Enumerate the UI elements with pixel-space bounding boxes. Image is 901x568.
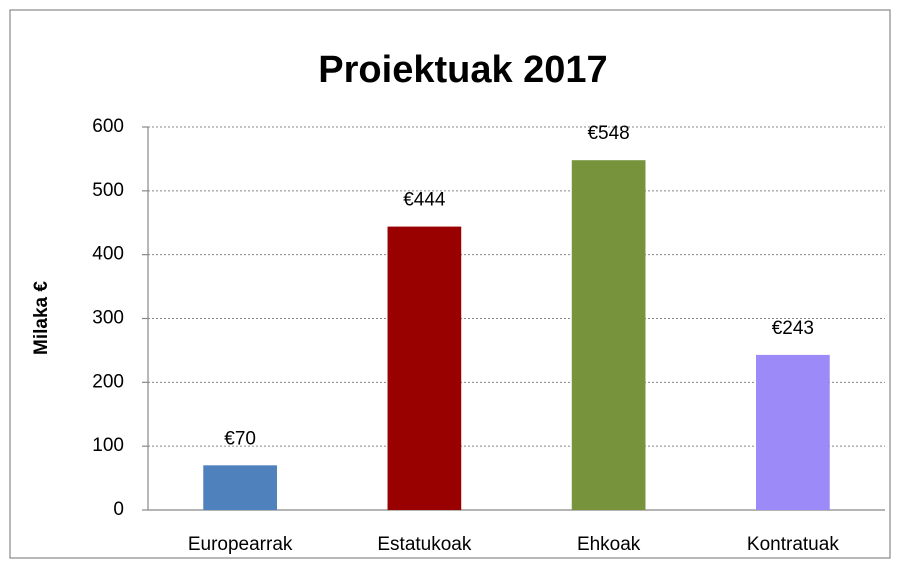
x-tick-label: Kontratuak	[747, 534, 839, 555]
bar	[571, 160, 646, 510]
data-label: €70	[224, 428, 256, 449]
data-label: €548	[587, 123, 629, 144]
bar	[756, 354, 830, 510]
y-axis-label: Milaka €	[31, 281, 52, 355]
x-tick-label: Ehkoak	[577, 534, 641, 555]
chart-title: Proiektuak 2017	[318, 49, 607, 91]
y-tick-label: 100	[92, 435, 124, 456]
bar	[387, 226, 462, 510]
y-tick-label: 200	[92, 371, 124, 392]
y-tick-label: 500	[92, 180, 124, 201]
data-label: €444	[403, 190, 446, 211]
y-tick-label: 0	[113, 499, 124, 520]
y-tick-label: 300	[92, 308, 124, 329]
data-label: €243	[772, 318, 814, 339]
bar	[203, 465, 277, 510]
y-tick-label: 600	[92, 116, 124, 137]
x-tick-label: Estatukoak	[377, 534, 471, 555]
y-tick-label: 400	[92, 244, 124, 265]
x-tick-label: Europearrak	[188, 534, 293, 555]
